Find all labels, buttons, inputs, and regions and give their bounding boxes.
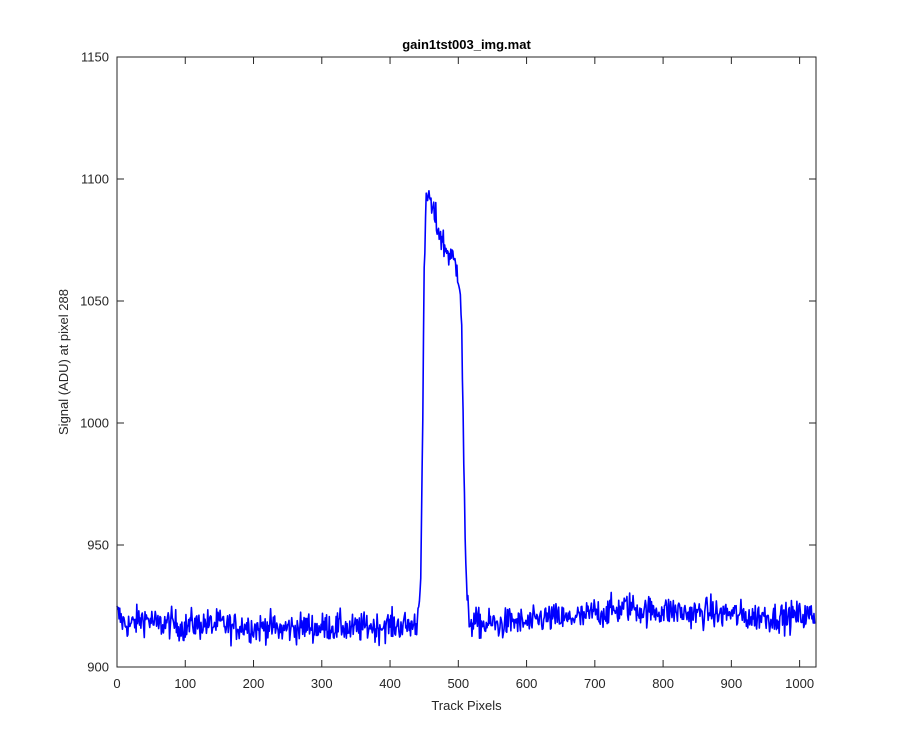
- chart-title: gain1tst003_img.mat: [402, 37, 531, 52]
- y-tick-label: 1000: [80, 416, 109, 431]
- y-tick-label: 1150: [81, 50, 109, 65]
- x-tick-label: 700: [584, 676, 606, 691]
- x-tick-label: 400: [379, 676, 401, 691]
- x-tick-label: 900: [721, 676, 743, 691]
- x-tick-label: 600: [516, 676, 538, 691]
- y-tick-label: 1050: [80, 294, 109, 309]
- x-tick-label: 1000: [785, 676, 814, 691]
- y-tick-label: 950: [87, 538, 109, 553]
- y-tick-label: 1100: [81, 172, 109, 187]
- y-axis-ticks: 900 950 1000 1050 1100 1150: [80, 50, 816, 675]
- x-tick-label: 100: [174, 676, 196, 691]
- x-axis-label: Track Pixels: [431, 698, 502, 713]
- x-tick-label: 800: [652, 676, 674, 691]
- signal-series-line: [116, 190, 816, 647]
- y-tick-label: 900: [87, 660, 109, 675]
- x-tick-label: 0: [113, 676, 120, 691]
- x-tick-label: 300: [311, 676, 333, 691]
- x-tick-label: 200: [243, 676, 265, 691]
- x-axis-ticks: 0 100 200 300 400 500 600 700 800 900 1000: [113, 57, 814, 691]
- x-tick-label: 500: [447, 676, 469, 691]
- y-axis-label: Signal (ADU) at pixel 288: [56, 289, 71, 435]
- axes-box: [116, 56, 817, 668]
